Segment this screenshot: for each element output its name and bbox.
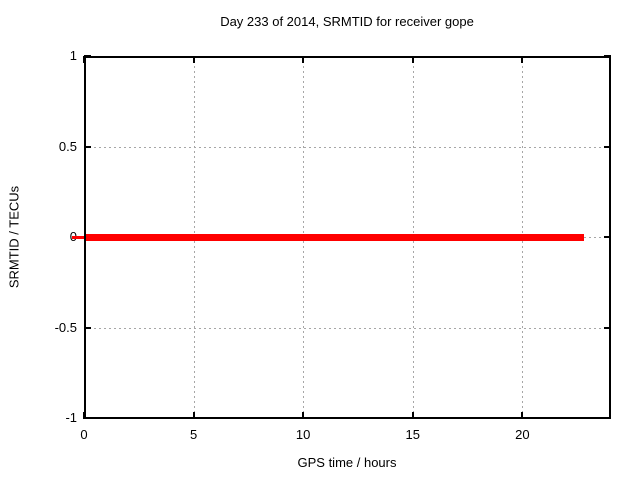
grid-line-horizontal <box>84 146 610 148</box>
x-tick-mark-bottom <box>192 412 195 419</box>
zero-tick-outside-left <box>72 235 84 239</box>
y-tick-mark-right <box>604 145 611 148</box>
y-tick-mark-left <box>84 326 91 329</box>
y-tick-mark-right <box>604 326 611 329</box>
x-tick-mark-top <box>521 56 524 63</box>
x-tick-mark-top <box>83 56 85 63</box>
y-tick-mark-right <box>604 236 611 238</box>
y-tick-mark-left <box>84 145 91 148</box>
x-tick-mark-top <box>411 56 414 63</box>
y-tick-mark-right <box>604 55 611 57</box>
y-tick-label: 0 <box>0 229 77 245</box>
chart-title: Day 233 of 2014, SRMTID for receiver gop… <box>220 14 474 29</box>
y-tick-mark-left <box>84 417 91 419</box>
x-tick-label: 10 <box>295 427 311 442</box>
y-tick-label: -1 <box>65 410 77 425</box>
y-tick-label: 0.5 <box>58 138 77 154</box>
y-tick-label: -0.5 <box>54 319 77 335</box>
series-line-srmtid <box>84 233 584 241</box>
x-tick-mark-bottom <box>302 412 305 419</box>
x-axis-label: GPS time / hours <box>297 455 397 470</box>
x-tick-mark-top <box>192 56 195 63</box>
grid-line-horizontal <box>84 327 610 329</box>
plot-area <box>72 55 611 419</box>
y-tick-mark-right <box>604 417 611 419</box>
x-tick-label: 5 <box>189 427 198 442</box>
x-tick-label: 15 <box>405 427 420 442</box>
x-tick-mark-bottom <box>411 412 414 419</box>
x-tick-label: 20 <box>515 427 530 442</box>
x-tick-mark-bottom <box>521 412 524 419</box>
y-tick-label: 1 <box>69 48 77 63</box>
y-tick-mark-left <box>84 55 91 57</box>
x-tick-label: 0 <box>80 427 88 442</box>
x-tick-mark-top <box>302 56 305 63</box>
